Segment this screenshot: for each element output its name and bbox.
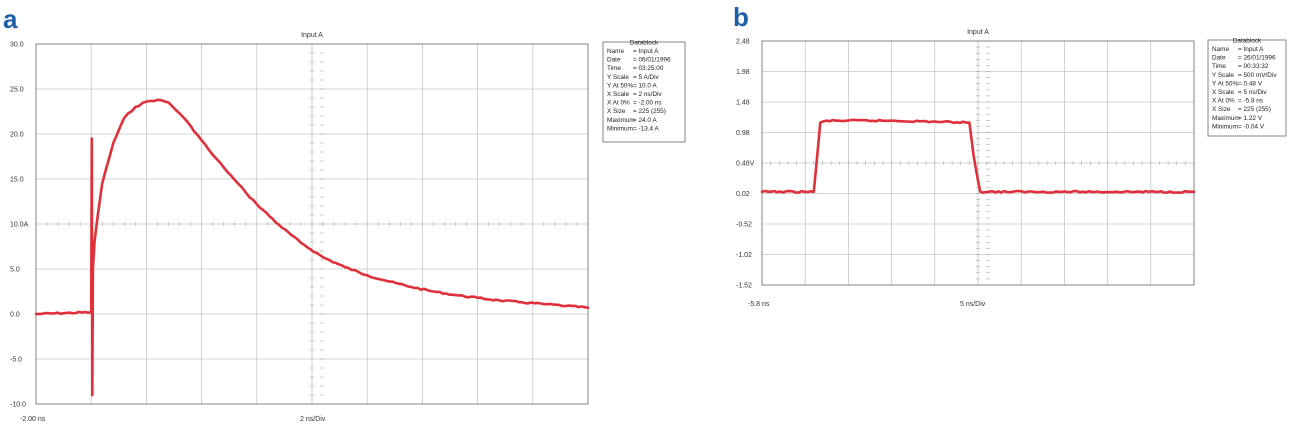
datablock-value: = 500 mV/Div — [1238, 72, 1277, 79]
y-tick-label: 30.0 — [10, 42, 24, 49]
datablock-key: Y At 50% — [607, 82, 633, 89]
chart-title: Input A — [301, 32, 323, 39]
x-tick-labels: -2.00 ns 2 ns/Div — [20, 416, 326, 423]
datablock-value: = -13.4 A — [633, 125, 659, 132]
panel-a: a Input A 30.0 25.0 20.0 15.0 10.0A 5.0 0.0 -5.0 -… — [3, 4, 686, 423]
datablock-key: Minimum — [1212, 123, 1238, 130]
signal-trace — [34, 98, 590, 397]
datablock-key: X At 0% — [1212, 98, 1235, 105]
y-tick-label: 15.0 — [10, 177, 24, 184]
x-tick-labels: -5.8 ns 5 ns/Div — [748, 301, 986, 308]
chart-title: Input A — [967, 29, 989, 36]
grid — [761, 40, 1195, 286]
datablock-value: = 0.48 V — [1238, 80, 1263, 87]
datablock-key: Y Scale — [607, 74, 629, 81]
signal-trace — [760, 118, 1196, 194]
datablock: Datablock Name = Input A Date = 06/01/1996 Ti… — [602, 40, 686, 143]
y-tick-label: 1.98 — [736, 69, 750, 76]
x-tick-label: 2 ns/Div — [300, 416, 326, 423]
datablock-key: Date — [607, 57, 621, 64]
y-tick-label: 20.0 — [10, 132, 24, 139]
y-tick-label: 0.98 — [736, 130, 750, 137]
datablock-value: = 1.22 V — [1238, 115, 1263, 122]
datablock-value: = 5 ns/Div — [1238, 89, 1267, 96]
y-tick-label: 2.48 — [736, 39, 750, 46]
panel-letter-a: a — [3, 4, 18, 34]
datablock-value: = 26/01/1996 — [1238, 55, 1276, 62]
y-tick-label: 10.0A — [10, 222, 29, 229]
y-tick-label: -5.0 — [10, 357, 22, 364]
datablock-key: Y Scale — [1212, 72, 1234, 79]
y-tick-label: -1.02 — [736, 252, 752, 259]
datablock-box — [602, 41, 686, 143]
x-tick-label: -2.00 ns — [20, 416, 46, 423]
datablock-box — [1207, 39, 1287, 137]
y-tick-label: 25.0 — [10, 87, 24, 94]
datablock-value: = -2.00 ns — [633, 100, 662, 107]
datablock-key: X Scale — [607, 91, 629, 98]
datablock-value: = 03:25:00 — [633, 65, 664, 72]
datablock-value: = 225 (255) — [633, 108, 666, 115]
y-tick-label: -10.0 — [10, 402, 26, 409]
panel-letter-b: b — [733, 2, 749, 32]
plot-frame — [761, 40, 1195, 286]
x-tick-label: 5 ns/Div — [960, 301, 986, 308]
plot-frame — [35, 43, 589, 405]
datablock-key: Time — [1212, 63, 1226, 70]
datablock-value: = 225 (255) — [1238, 106, 1271, 113]
datablock-value: = 10.0 A — [633, 82, 657, 89]
panel-b: b Input A 2.48 1.98 1.48 0.98 0.48V 0.02 -0.52 -1… — [733, 2, 1287, 308]
datablock-key: Name — [1212, 46, 1229, 53]
datablock-heading: Datablock — [1233, 38, 1262, 45]
datablock-value: = 5 A/Div — [633, 74, 660, 81]
datablock-value: = 24.0 A — [633, 117, 657, 124]
datablock-heading: Datablock — [630, 40, 659, 47]
datablock-value: = 00:33:32 — [1238, 63, 1269, 70]
datablock-key: X Size — [607, 108, 626, 115]
datablock-key: Time — [607, 65, 621, 72]
grid — [35, 43, 589, 405]
datablock-key: Date — [1212, 55, 1226, 62]
y-tick-label: -0.52 — [736, 222, 752, 229]
x-tick-label: -5.8 ns — [748, 301, 770, 308]
y-tick-label: -1.52 — [736, 283, 752, 290]
datablock-value: = 06/01/1996 — [633, 57, 671, 64]
y-tick-labels: 30.0 25.0 20.0 15.0 10.0A 5.0 0.0 -5.0 -10.0 — [10, 42, 29, 409]
y-tick-label: 5.0 — [10, 267, 20, 274]
y-tick-label: 1.48 — [736, 100, 750, 107]
datablock-key: Name — [607, 48, 624, 55]
datablock-key: Maximum — [607, 117, 635, 124]
datablock-key: Y At 50% — [1212, 80, 1238, 87]
datablock-value: = -5.8 ns — [1238, 98, 1263, 105]
datablock-value: = Input A — [1238, 46, 1264, 53]
datablock-key: X At 0% — [607, 100, 630, 107]
datablock: Datablock Name = Input A Date = 26/01/1996 Ti… — [1207, 38, 1287, 137]
y-tick-labels: 2.48 1.98 1.48 0.98 0.48V 0.02 -0.52 -1.02 -1.52 — [736, 39, 755, 290]
datablock-key: X Scale — [1212, 89, 1234, 96]
datablock-value: = -0.04 V — [1238, 123, 1265, 130]
datablock-key: Minimum — [607, 125, 633, 132]
datablock-key: Maximum — [1212, 115, 1240, 122]
y-tick-label: 0.0 — [10, 312, 20, 319]
y-tick-label: 0.48V — [736, 161, 755, 168]
datablock-key: X Size — [1212, 106, 1231, 113]
datablock-value: = 2 ns/Div — [633, 91, 662, 98]
y-tick-label: 0.02 — [736, 191, 750, 198]
datablock-value: = Input A — [633, 48, 659, 55]
